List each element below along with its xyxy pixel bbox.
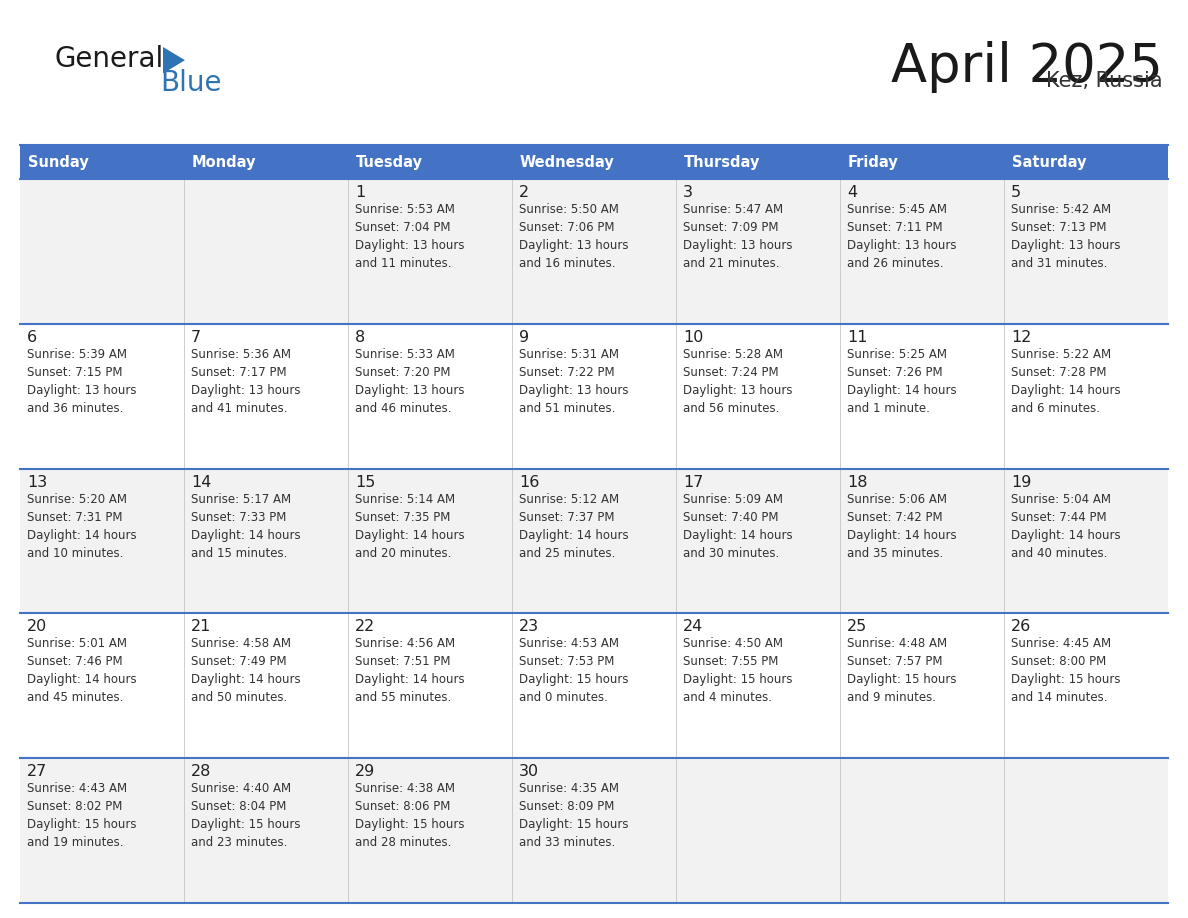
Text: 8: 8 — [355, 330, 365, 345]
Text: 27: 27 — [27, 764, 48, 779]
Text: 19: 19 — [1011, 475, 1031, 489]
Bar — [184, 145, 348, 179]
Text: 2: 2 — [519, 185, 529, 200]
Text: 1: 1 — [355, 185, 365, 200]
Text: Sunrise: 4:56 AM
Sunset: 7:51 PM
Daylight: 14 hours
and 55 minutes.: Sunrise: 4:56 AM Sunset: 7:51 PM Dayligh… — [355, 637, 465, 704]
Text: 24: 24 — [683, 620, 703, 634]
Text: 23: 23 — [519, 620, 539, 634]
Text: Sunrise: 4:45 AM
Sunset: 8:00 PM
Daylight: 15 hours
and 14 minutes.: Sunrise: 4:45 AM Sunset: 8:00 PM Dayligh… — [1011, 637, 1120, 704]
Text: Wednesday: Wednesday — [520, 154, 614, 170]
Text: 18: 18 — [847, 475, 867, 489]
Text: 3: 3 — [683, 185, 693, 200]
Bar — [676, 145, 840, 179]
Text: 16: 16 — [519, 475, 539, 489]
Text: Sunrise: 5:14 AM
Sunset: 7:35 PM
Daylight: 14 hours
and 20 minutes.: Sunrise: 5:14 AM Sunset: 7:35 PM Dayligh… — [355, 493, 465, 560]
Text: 13: 13 — [27, 475, 48, 489]
Bar — [20, 145, 184, 179]
Text: Sunrise: 5:09 AM
Sunset: 7:40 PM
Daylight: 14 hours
and 30 minutes.: Sunrise: 5:09 AM Sunset: 7:40 PM Dayligh… — [683, 493, 792, 560]
Text: 10: 10 — [683, 330, 703, 345]
Text: Sunrise: 5:20 AM
Sunset: 7:31 PM
Daylight: 14 hours
and 10 minutes.: Sunrise: 5:20 AM Sunset: 7:31 PM Dayligh… — [27, 493, 137, 560]
Text: Sunrise: 4:38 AM
Sunset: 8:06 PM
Daylight: 15 hours
and 28 minutes.: Sunrise: 4:38 AM Sunset: 8:06 PM Dayligh… — [355, 782, 465, 849]
Text: Tuesday: Tuesday — [356, 154, 423, 170]
Text: Sunrise: 5:47 AM
Sunset: 7:09 PM
Daylight: 13 hours
and 21 minutes.: Sunrise: 5:47 AM Sunset: 7:09 PM Dayligh… — [683, 203, 792, 270]
Text: Sunrise: 4:35 AM
Sunset: 8:09 PM
Daylight: 15 hours
and 33 minutes.: Sunrise: 4:35 AM Sunset: 8:09 PM Dayligh… — [519, 782, 628, 849]
Text: 9: 9 — [519, 330, 529, 345]
Text: Sunrise: 5:36 AM
Sunset: 7:17 PM
Daylight: 13 hours
and 41 minutes.: Sunrise: 5:36 AM Sunset: 7:17 PM Dayligh… — [191, 348, 301, 415]
Text: 6: 6 — [27, 330, 37, 345]
Text: Sunrise: 5:22 AM
Sunset: 7:28 PM
Daylight: 14 hours
and 6 minutes.: Sunrise: 5:22 AM Sunset: 7:28 PM Dayligh… — [1011, 348, 1120, 415]
Text: 5: 5 — [1011, 185, 1022, 200]
Text: Saturday: Saturday — [1012, 154, 1087, 170]
Text: Sunrise: 5:39 AM
Sunset: 7:15 PM
Daylight: 13 hours
and 36 minutes.: Sunrise: 5:39 AM Sunset: 7:15 PM Dayligh… — [27, 348, 137, 415]
Text: 22: 22 — [355, 620, 375, 634]
Bar — [20, 613, 1168, 758]
Text: Sunrise: 5:17 AM
Sunset: 7:33 PM
Daylight: 14 hours
and 15 minutes.: Sunrise: 5:17 AM Sunset: 7:33 PM Dayligh… — [191, 493, 301, 560]
Bar — [20, 179, 1168, 324]
Bar — [840, 145, 1004, 179]
Text: Sunrise: 5:50 AM
Sunset: 7:06 PM
Daylight: 13 hours
and 16 minutes.: Sunrise: 5:50 AM Sunset: 7:06 PM Dayligh… — [519, 203, 628, 270]
Text: 17: 17 — [683, 475, 703, 489]
Text: General: General — [55, 45, 164, 73]
Text: 4: 4 — [847, 185, 857, 200]
Text: Sunrise: 4:48 AM
Sunset: 7:57 PM
Daylight: 15 hours
and 9 minutes.: Sunrise: 4:48 AM Sunset: 7:57 PM Dayligh… — [847, 637, 956, 704]
Text: Friday: Friday — [848, 154, 899, 170]
Text: Kez, Russia: Kez, Russia — [1047, 71, 1163, 91]
Bar — [512, 145, 676, 179]
Text: 11: 11 — [847, 330, 867, 345]
Text: Sunrise: 4:40 AM
Sunset: 8:04 PM
Daylight: 15 hours
and 23 minutes.: Sunrise: 4:40 AM Sunset: 8:04 PM Dayligh… — [191, 782, 301, 849]
Text: Sunrise: 5:31 AM
Sunset: 7:22 PM
Daylight: 13 hours
and 51 minutes.: Sunrise: 5:31 AM Sunset: 7:22 PM Dayligh… — [519, 348, 628, 415]
Text: Sunrise: 5:45 AM
Sunset: 7:11 PM
Daylight: 13 hours
and 26 minutes.: Sunrise: 5:45 AM Sunset: 7:11 PM Dayligh… — [847, 203, 956, 270]
Text: Sunrise: 5:06 AM
Sunset: 7:42 PM
Daylight: 14 hours
and 35 minutes.: Sunrise: 5:06 AM Sunset: 7:42 PM Dayligh… — [847, 493, 956, 560]
Text: Sunrise: 5:42 AM
Sunset: 7:13 PM
Daylight: 13 hours
and 31 minutes.: Sunrise: 5:42 AM Sunset: 7:13 PM Dayligh… — [1011, 203, 1120, 270]
Bar — [1004, 145, 1168, 179]
Text: April 2025: April 2025 — [891, 41, 1163, 93]
Bar — [20, 758, 1168, 903]
Text: 7: 7 — [191, 330, 201, 345]
Text: Sunrise: 5:01 AM
Sunset: 7:46 PM
Daylight: 14 hours
and 45 minutes.: Sunrise: 5:01 AM Sunset: 7:46 PM Dayligh… — [27, 637, 137, 704]
Text: Sunrise: 5:33 AM
Sunset: 7:20 PM
Daylight: 13 hours
and 46 minutes.: Sunrise: 5:33 AM Sunset: 7:20 PM Dayligh… — [355, 348, 465, 415]
Text: 28: 28 — [191, 764, 211, 779]
Text: 15: 15 — [355, 475, 375, 489]
Bar — [20, 324, 1168, 468]
Text: Sunrise: 4:50 AM
Sunset: 7:55 PM
Daylight: 15 hours
and 4 minutes.: Sunrise: 4:50 AM Sunset: 7:55 PM Dayligh… — [683, 637, 792, 704]
Bar — [20, 468, 1168, 613]
Text: 21: 21 — [191, 620, 211, 634]
Text: 12: 12 — [1011, 330, 1031, 345]
Text: Sunrise: 4:58 AM
Sunset: 7:49 PM
Daylight: 14 hours
and 50 minutes.: Sunrise: 4:58 AM Sunset: 7:49 PM Dayligh… — [191, 637, 301, 704]
Text: 14: 14 — [191, 475, 211, 489]
Text: Sunrise: 4:53 AM
Sunset: 7:53 PM
Daylight: 15 hours
and 0 minutes.: Sunrise: 4:53 AM Sunset: 7:53 PM Dayligh… — [519, 637, 628, 704]
Polygon shape — [163, 47, 185, 73]
Text: 26: 26 — [1011, 620, 1031, 634]
Text: 20: 20 — [27, 620, 48, 634]
Bar — [348, 145, 512, 179]
Text: 29: 29 — [355, 764, 375, 779]
Text: 25: 25 — [847, 620, 867, 634]
Text: Sunrise: 4:43 AM
Sunset: 8:02 PM
Daylight: 15 hours
and 19 minutes.: Sunrise: 4:43 AM Sunset: 8:02 PM Dayligh… — [27, 782, 137, 849]
Text: Monday: Monday — [192, 154, 257, 170]
Text: 30: 30 — [519, 764, 539, 779]
Text: Sunrise: 5:25 AM
Sunset: 7:26 PM
Daylight: 14 hours
and 1 minute.: Sunrise: 5:25 AM Sunset: 7:26 PM Dayligh… — [847, 348, 956, 415]
Text: Sunrise: 5:28 AM
Sunset: 7:24 PM
Daylight: 13 hours
and 56 minutes.: Sunrise: 5:28 AM Sunset: 7:24 PM Dayligh… — [683, 348, 792, 415]
Text: Sunday: Sunday — [29, 154, 89, 170]
Text: Sunrise: 5:04 AM
Sunset: 7:44 PM
Daylight: 14 hours
and 40 minutes.: Sunrise: 5:04 AM Sunset: 7:44 PM Dayligh… — [1011, 493, 1120, 560]
Text: Sunrise: 5:12 AM
Sunset: 7:37 PM
Daylight: 14 hours
and 25 minutes.: Sunrise: 5:12 AM Sunset: 7:37 PM Dayligh… — [519, 493, 628, 560]
Text: Blue: Blue — [160, 69, 221, 97]
Text: Sunrise: 5:53 AM
Sunset: 7:04 PM
Daylight: 13 hours
and 11 minutes.: Sunrise: 5:53 AM Sunset: 7:04 PM Dayligh… — [355, 203, 465, 270]
Text: Thursday: Thursday — [684, 154, 760, 170]
